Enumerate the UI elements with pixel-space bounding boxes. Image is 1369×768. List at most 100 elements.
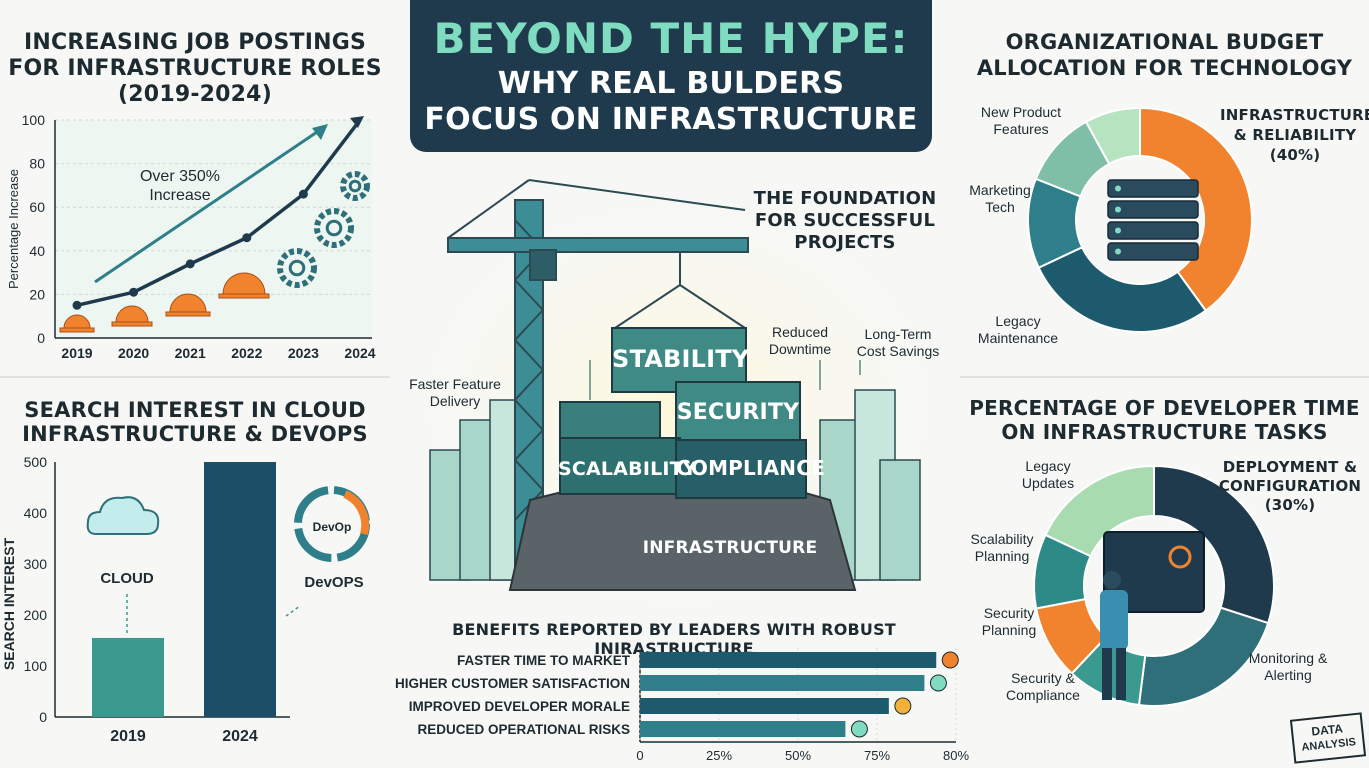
data-point [242, 233, 252, 243]
y-tick-label: 60 [29, 199, 45, 215]
server-led-icon [1115, 185, 1121, 192]
budget-label-infra-1: INFRASTRUCTURE [1220, 106, 1369, 124]
data-point [185, 259, 195, 269]
job-postings-chart: 0 20 40 60 80 100 Percentage Increase 2019 2020 2… [6, 112, 376, 361]
callout-cost-savings-2: Cost Savings [856, 343, 940, 359]
devtime-title-2: ON INFRASTRUCTURE TASKS [1001, 420, 1328, 444]
job-annotation-1: Over 350% [139, 168, 221, 185]
y-axis-label: SEARCH INTEREST [1, 537, 17, 670]
city-buildings-left [429, 399, 521, 581]
y-tick-label: 200 [24, 607, 48, 623]
budget-title-1: ORGANIZATIONAL BUDGET [1005, 30, 1324, 54]
gear-hub-icon [348, 179, 362, 193]
server-led-icon [1115, 227, 1121, 234]
hard-hat-brim-icon [218, 293, 270, 299]
foundation-title-3: PROJECTS [794, 232, 896, 253]
gear-hub-icon [325, 219, 343, 237]
block-infrastructure-label: INFRASTRUCTURE [642, 538, 818, 558]
data-point [129, 287, 139, 297]
server-rack-icon [1107, 200, 1199, 219]
budget-label-legacy-2: Maintenance [977, 330, 1059, 346]
devops-connector [285, 605, 301, 617]
server-led-icon [1115, 206, 1121, 213]
devtime-label-secplan-2: Planning [981, 622, 1037, 638]
callout-cost-savings-1: Long-Term [864, 326, 932, 342]
donut-slice [1084, 106, 1141, 166]
x-tick-label: 50% [785, 748, 811, 763]
gear-icon [277, 248, 317, 288]
devops-label: DevOPS [304, 574, 364, 591]
y-tick-label: 100 [24, 658, 48, 674]
devtime-label-seccomp-2: Compliance [1006, 687, 1080, 703]
budget-label-infra-3: (40%) [1269, 146, 1321, 164]
y-tick-label: 80 [29, 156, 45, 172]
budget-label-marketing-2: Tech [985, 199, 1015, 215]
job-annotation-2: Increase [149, 187, 211, 204]
x-tick-label: 80% [943, 748, 969, 763]
devtime-label-legacy-1: Legacy [1025, 458, 1071, 474]
plot-area [55, 120, 372, 338]
cloud-label: CLOUD [100, 570, 154, 587]
benefits-chart: 0 25% 50% 75% 80% FASTER TIME TO MARKET HIGHER… [395, 644, 969, 763]
bar [204, 462, 276, 717]
gear-hub-icon [288, 259, 306, 277]
y-tick-label: 0 [37, 330, 45, 346]
budget-label-newprod-1: New Product [980, 104, 1062, 120]
divider-left [0, 376, 390, 378]
developer-leg-icon [1116, 648, 1126, 700]
x-tick-label: 2022 [231, 345, 262, 361]
y-tick-label: 500 [24, 454, 48, 470]
block-compliance-label: COMPLIANCE [676, 456, 825, 480]
devops-cycle-accent-icon [343, 490, 370, 536]
hard-hat-brim-icon [165, 311, 211, 317]
x-tick-label: 2023 [288, 345, 319, 361]
devtime-label-monitoring-1: Monitoring & [1248, 650, 1328, 666]
series-line [76, 118, 362, 308]
bar-label: IMPROVED DEVELOPER MORALE [409, 699, 630, 714]
devtime-label-deploy-3: (30%) [1264, 496, 1316, 514]
y-tick-label: 0 [39, 709, 47, 725]
x-tick-label: 2024 [222, 728, 258, 745]
shield-icon [850, 720, 868, 738]
donut-slice [1037, 245, 1208, 333]
server-led-icon [1115, 248, 1121, 255]
y-tick-label: 100 [22, 112, 46, 128]
bar [640, 652, 937, 668]
callout-reduced-downtime-2: Downtime [768, 341, 832, 357]
hard-hat-brim-icon [59, 327, 95, 333]
hard-hat-icon [115, 305, 149, 323]
donut-slice [1137, 606, 1270, 707]
hard-hat-icon [222, 272, 266, 295]
trend-arrow [94, 128, 321, 284]
callout-arrows [589, 360, 861, 400]
trend-arrowhead [312, 124, 328, 140]
server-rack-icon [1107, 242, 1199, 261]
bar [640, 675, 925, 691]
devops-badge-text: DevOp [312, 520, 352, 534]
y-tick-label: 400 [24, 505, 48, 521]
budget-donut-chart [1027, 106, 1253, 333]
devtime-label-monitoring-2: Alerting [1264, 667, 1312, 683]
foundation-title-2: FOR SUCCESSFUL [754, 210, 936, 231]
foundation-title-1: THE FOUNDATION [753, 188, 937, 209]
rocket-icon [941, 651, 959, 669]
job-postings-section: INCREASING JOB POSTINGS FOR INFRASTRUCTU… [0, 0, 390, 376]
bar-label: HIGHER CUSTOMER SATISFACTION [395, 676, 630, 691]
bar [640, 721, 846, 737]
block-scalability-label: SCALABILITY [558, 458, 697, 480]
data-point [298, 189, 308, 199]
y-tick-label: 20 [29, 286, 45, 302]
job-chart-title-1: INCREASING JOB POSTINGS [24, 30, 366, 55]
data-analysis-stamp: DATA ANALYSIS [1289, 712, 1367, 764]
bar-label: REDUCED OPERATIONAL RISKS [417, 722, 630, 737]
budget-label-marketing-1: Marketing [969, 182, 1031, 198]
job-chart-title-2: FOR INFRASTRUCTURE ROLES [8, 56, 382, 81]
search-chart-title-1: SEARCH INTEREST IN CLOUD [24, 398, 366, 422]
banner-subtitle-line2: FOCUS ON INFRASTRUCTURE [424, 102, 918, 137]
x-tick-label: 2019 [61, 345, 92, 361]
hard-hat-brim-icon [111, 321, 153, 327]
smiley-icon [894, 697, 912, 715]
server-rack-icon [1107, 221, 1199, 240]
banner-subtitle-line1: WHY REAL BULDERS [497, 66, 845, 101]
devtime-title-1: PERCENTAGE OF DEVELOPER TIME [969, 396, 1360, 420]
